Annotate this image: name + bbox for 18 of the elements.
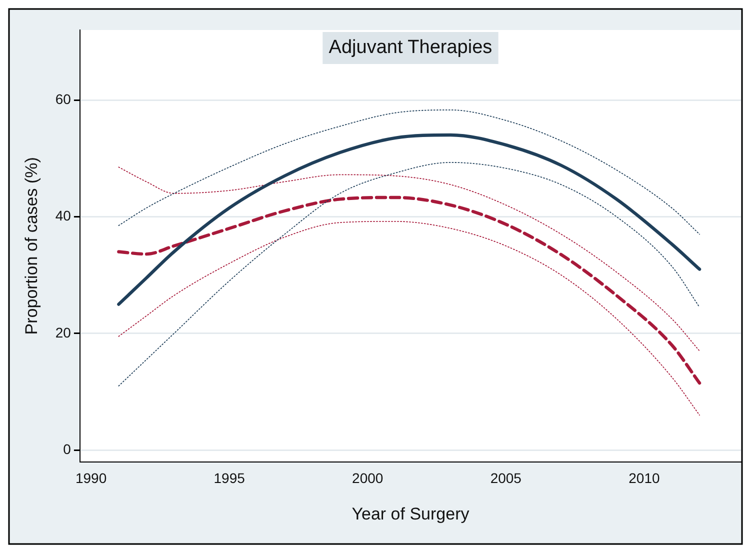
y-tick-label: 40 xyxy=(55,208,72,224)
y-tick-label: 0 xyxy=(63,440,72,457)
x-tick-label: 1990 xyxy=(75,470,107,486)
x-tick-label: 1995 xyxy=(214,470,246,486)
line-series xyxy=(117,196,702,385)
line-series xyxy=(118,166,700,352)
line-series xyxy=(118,220,700,416)
y-tick-label: 60 xyxy=(55,90,72,107)
x-tick-label: 2010 xyxy=(628,470,660,486)
x-axis-title: Year of Surgery xyxy=(352,504,470,524)
line-series xyxy=(118,162,700,386)
x-tick-label: 2005 xyxy=(490,470,522,486)
line-series xyxy=(118,109,700,235)
x-tick-label: 2000 xyxy=(352,470,384,486)
chart-title: Adjuvant Therapies xyxy=(328,37,492,58)
y-axis-title: Proportion of cases (%) xyxy=(22,157,41,335)
line-series xyxy=(117,133,702,306)
y-tick-label: 20 xyxy=(55,324,72,340)
